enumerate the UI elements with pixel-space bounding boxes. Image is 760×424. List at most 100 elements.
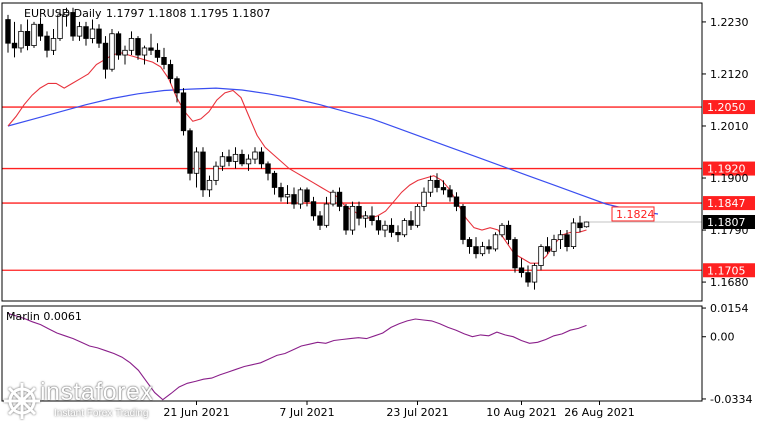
candle [323, 196, 330, 228]
candle [401, 218, 408, 238]
x-tick-label: 26 Aug 2021 [564, 406, 634, 419]
candle [141, 45, 148, 65]
level-tag-bg [703, 100, 755, 115]
candle [11, 21, 18, 58]
indicator-y-tick-label: -0.0334 [710, 393, 752, 406]
candle [245, 154, 252, 171]
candle [388, 218, 395, 238]
candle-body-bear [70, 12, 76, 37]
candle [232, 147, 239, 169]
price-pane-frame [1, 2, 703, 302]
candle [349, 201, 356, 235]
candle-body-bull [31, 23, 37, 46]
ohlc-readout: 1.1797 1.1808 1.1795 1.1807 [106, 7, 270, 20]
candle-body-bull [499, 224, 505, 236]
candle [291, 187, 297, 209]
candle-body-bear [161, 56, 167, 65]
candle-body-bull [245, 158, 252, 165]
candle [206, 175, 213, 197]
candle-body-bear [577, 222, 583, 229]
candle [284, 185, 291, 205]
candle [492, 232, 499, 252]
candle-body-bear [115, 33, 122, 56]
candle-body-bull [213, 165, 219, 181]
candle [128, 31, 135, 56]
candle-body-bear [564, 234, 570, 248]
candle-body-bear [278, 187, 284, 198]
candle-body-bear [356, 205, 362, 219]
candle-body-bear [167, 64, 174, 80]
candle-body-bull [109, 33, 115, 70]
candle [304, 187, 310, 207]
candle [330, 189, 336, 207]
candle [109, 29, 115, 72]
candle [447, 185, 453, 202]
ma-long-line [7, 87, 659, 215]
candle [252, 147, 258, 164]
candle-body-bull [89, 28, 96, 39]
level-tag-label: 1.1847 [707, 197, 746, 210]
candle [154, 43, 161, 63]
candle-body-bear [258, 151, 265, 165]
candle-body-bull [427, 179, 434, 193]
candle [83, 21, 89, 46]
candle [408, 211, 414, 231]
candle [525, 265, 531, 287]
candle-body-bear [102, 42, 109, 70]
candle [76, 21, 83, 41]
candle [180, 88, 187, 136]
logo-brand: instaforex [40, 378, 154, 406]
level-tag-label: 1.1920 [707, 163, 746, 176]
candle-body-bull [557, 234, 564, 240]
indicator-y-tick-label: 0.00 [710, 331, 735, 344]
level-tag-label: 1.2050 [707, 101, 746, 114]
candle-body-bull [362, 215, 369, 219]
candle-body-bear [525, 272, 531, 283]
candle-body-bull [421, 191, 427, 207]
candle [161, 47, 167, 70]
x-tick-label: 23 Jul 2021 [386, 406, 448, 419]
candle-body-bear [24, 30, 31, 46]
candle-body-bull [57, 14, 63, 39]
candle-body-bear [466, 239, 473, 248]
candle-body-bear [154, 49, 161, 58]
candle [50, 29, 57, 56]
candle [213, 161, 219, 186]
candle [473, 237, 479, 259]
candle [265, 161, 271, 181]
y-tick-label: 1.2230 [710, 16, 749, 29]
candle-body-bear [460, 205, 466, 240]
level-tag-bg [703, 196, 755, 211]
candle-body-bear [453, 196, 460, 207]
candle [24, 19, 31, 51]
candle-body-bull [18, 30, 24, 49]
candle [343, 204, 349, 235]
candle [518, 258, 525, 278]
level-tag-bg [703, 161, 755, 176]
x-tick-label: 21 Jun 2021 [163, 406, 229, 419]
candle-body-bull [479, 246, 486, 255]
candle [278, 182, 284, 202]
candle-body-bear [135, 38, 141, 56]
candle-body-bear [174, 78, 180, 94]
candle [174, 76, 180, 103]
candle [310, 196, 317, 221]
candle [362, 211, 369, 228]
candle [453, 192, 460, 212]
candle [538, 244, 544, 271]
candle [382, 220, 388, 238]
candle-body-bull [232, 153, 239, 162]
chart-title: EURUSD,Daily [24, 7, 102, 20]
candle [193, 147, 200, 188]
candle-body-bear [180, 92, 187, 132]
instaforex-logo: instaforex Instant Forex Trading [0, 378, 190, 424]
candle [317, 211, 323, 231]
candle-body-bear [544, 246, 551, 252]
candle-body-bull [531, 265, 538, 283]
candle [89, 19, 96, 44]
candle [200, 147, 206, 197]
candle [395, 225, 401, 242]
candle-body-bear [486, 246, 492, 250]
candle-body-bear [271, 172, 278, 188]
